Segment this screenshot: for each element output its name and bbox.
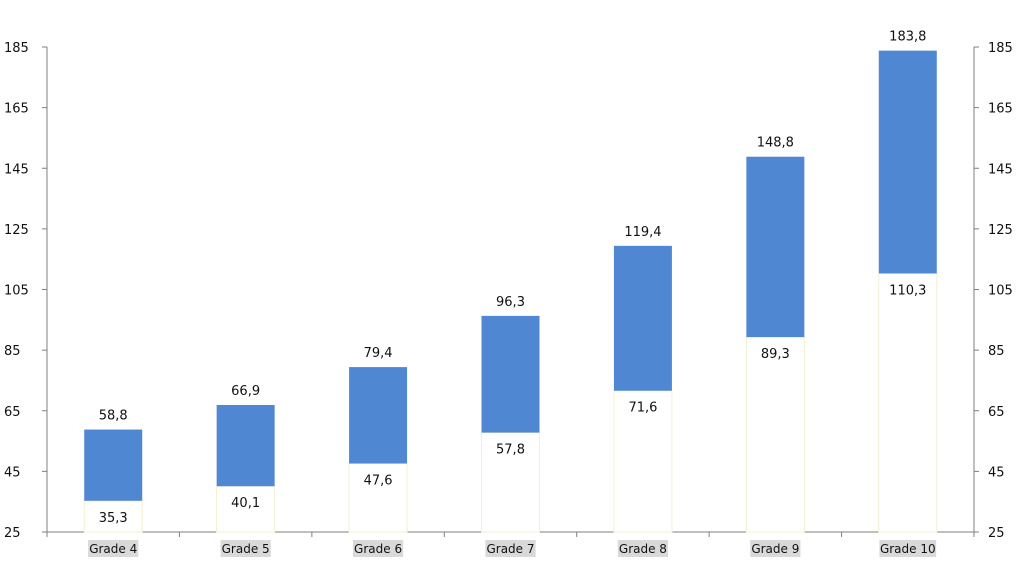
y-tick-label-left: 85	[4, 344, 21, 359]
y-tick-label-right: 25	[988, 526, 1005, 541]
category-label-bg	[88, 540, 139, 557]
category-label: Grade 4	[89, 542, 137, 556]
low-value-label: 57,8	[496, 443, 525, 458]
high-value-label: 58,8	[99, 409, 128, 424]
low-value-label: 47,6	[364, 473, 393, 488]
y-tick-label-right: 165	[988, 102, 1013, 117]
y-tick-label-right: 85	[988, 344, 1005, 359]
category-label-bg	[617, 540, 669, 557]
high-value-label: 79,4	[364, 346, 393, 361]
range-bar	[878, 50, 937, 274]
high-value-label: 183,8	[889, 30, 926, 45]
low-value-label: 110,3	[889, 283, 926, 298]
y-tick-label-right: 185	[988, 41, 1013, 56]
category-label: Grade 8	[619, 542, 667, 556]
high-value-label: 96,3	[496, 295, 525, 310]
y-tick-label-left: 65	[4, 405, 21, 420]
y-tick-label-left: 105	[4, 284, 29, 299]
y-tick-label-right: 125	[988, 223, 1013, 238]
category-label-bg	[220, 540, 271, 557]
y-tick-label-right: 65	[988, 405, 1005, 420]
y-tick-label-right: 45	[988, 465, 1005, 480]
range-bar	[481, 315, 540, 433]
y-tick-label-right: 145	[988, 162, 1013, 177]
y-tick-label-right: 105	[988, 284, 1013, 299]
y-tick-label-left: 45	[4, 465, 21, 480]
low-value-label: 40,1	[231, 496, 260, 511]
y-tick-label-left: 185	[4, 41, 29, 56]
range-bar	[349, 367, 408, 464]
category-label: Grade 6	[354, 542, 402, 556]
range-bar	[216, 404, 275, 487]
category-label: Grade 9	[751, 542, 799, 556]
range-bar	[84, 429, 143, 501]
category-label-bg	[750, 540, 801, 557]
category-label-bg	[879, 540, 937, 557]
y-tick-label-left: 125	[4, 223, 29, 238]
high-value-label: 148,8	[757, 136, 794, 151]
y-tick-label-left: 145	[4, 162, 29, 177]
category-label-bg	[352, 540, 404, 557]
high-value-label: 119,4	[624, 225, 661, 240]
low-value-label: 71,6	[628, 401, 657, 416]
base-bar	[878, 272, 938, 533]
base-bar	[745, 336, 805, 533]
category-label: Grade 7	[486, 542, 534, 556]
range-bar	[746, 156, 805, 338]
y-tick-label-left: 25	[4, 526, 21, 541]
high-value-label: 66,9	[231, 384, 260, 399]
category-label: Grade 10	[880, 542, 936, 556]
low-value-label: 35,3	[99, 511, 128, 526]
y-tick-label-left: 165	[4, 102, 29, 117]
range-bar	[613, 245, 672, 391]
category-label-bg	[485, 540, 536, 557]
low-value-label: 89,3	[761, 347, 790, 362]
category-label: Grade 5	[222, 542, 270, 556]
